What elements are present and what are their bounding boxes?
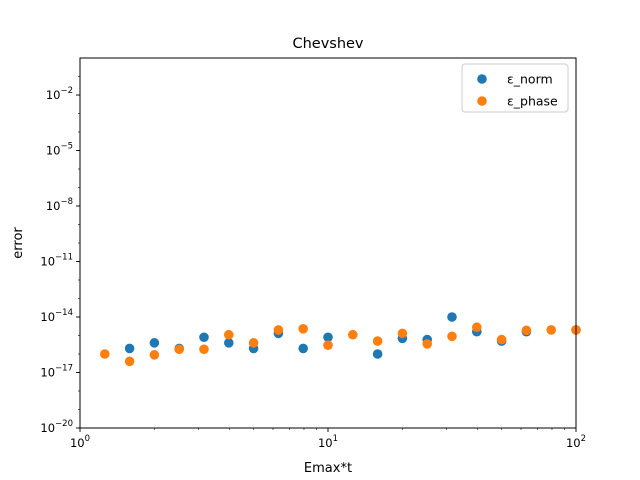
y-tick-label-exponent: −20 <box>55 419 73 429</box>
y-tick-label-base: 10 <box>40 255 55 269</box>
x-tick-label-exponent: 1 <box>333 434 338 444</box>
y-tick-label-exponent: −11 <box>55 253 73 263</box>
x-tick-label-base: 10 <box>70 436 85 450</box>
data-point <box>248 338 259 348</box>
data-point <box>471 322 482 333</box>
data-point <box>397 328 408 339</box>
y-axis-label: error <box>11 227 26 259</box>
y-tick-label-exponent: −2 <box>60 86 73 96</box>
legend-marker <box>477 74 487 84</box>
data-point <box>100 349 110 359</box>
chart-title: Chevshev <box>292 36 363 52</box>
y-tick-label: 10−5 <box>46 142 73 158</box>
x-tick-label: 102 <box>566 434 586 450</box>
data-point <box>298 324 308 334</box>
x-axis-label: Emax*t <box>304 461 352 476</box>
series-1 <box>100 322 581 367</box>
legend-label: ε_norm <box>507 72 553 87</box>
data-point <box>372 336 383 346</box>
data-point <box>447 312 457 322</box>
axes: 100 101 10210−2010−1710−1410−1110−810−510−… <box>40 76 586 450</box>
data-point <box>223 329 234 340</box>
x-tick-label: 100 <box>70 434 90 450</box>
data-point <box>174 344 185 355</box>
data-point <box>124 343 135 354</box>
data-point <box>372 349 383 359</box>
data-point <box>422 339 433 349</box>
y-tick-label: 10−2 <box>46 86 73 102</box>
x-tick-label-exponent: 0 <box>85 434 90 444</box>
y-tick-label: 10−8 <box>46 197 73 213</box>
y-tick-label-base: 10 <box>40 310 55 324</box>
legend-marker <box>477 96 487 106</box>
y-tick-label: 10−11 <box>40 253 73 269</box>
legend: ε_norm ε_phase <box>461 63 569 113</box>
data-point <box>199 344 209 355</box>
y-tick-label-base: 10 <box>46 144 61 158</box>
data-point <box>447 331 457 342</box>
x-tick-label-exponent: 2 <box>581 434 586 444</box>
data-point <box>323 340 333 350</box>
legend-box <box>461 63 569 113</box>
y-tick-label-base: 10 <box>40 366 55 380</box>
y-tick-label-exponent: −14 <box>55 308 73 318</box>
x-tick-label-base: 10 <box>566 436 581 450</box>
data-point <box>298 343 308 354</box>
y-tick-label-base: 10 <box>40 421 55 435</box>
y-tick-label-base: 10 <box>46 199 61 213</box>
data-point <box>323 332 333 343</box>
y-tick-label-exponent: −8 <box>60 197 73 207</box>
data-point <box>124 356 135 367</box>
y-tick-label-exponent: −17 <box>55 364 73 374</box>
data-point <box>149 350 160 360</box>
data-point <box>223 338 234 348</box>
data-point <box>496 334 507 345</box>
y-tick-label-base: 10 <box>46 88 61 102</box>
y-tick-label: 10−14 <box>40 308 73 324</box>
y-tick-label-exponent: −5 <box>60 142 73 152</box>
data-point <box>521 325 532 336</box>
x-tick-label: 101 <box>318 434 338 450</box>
data-point <box>546 325 556 335</box>
y-tick-label: 10−20 <box>40 419 73 435</box>
legend-label: ε_phase <box>507 94 558 109</box>
y-tick-label: 10−17 <box>40 364 73 380</box>
data-point <box>273 325 284 335</box>
data-point <box>348 329 358 340</box>
plot-area <box>100 312 581 367</box>
x-tick-label-base: 10 <box>318 436 333 450</box>
plot-frame <box>79 57 577 429</box>
data-point <box>199 332 209 343</box>
data-point <box>149 338 160 348</box>
